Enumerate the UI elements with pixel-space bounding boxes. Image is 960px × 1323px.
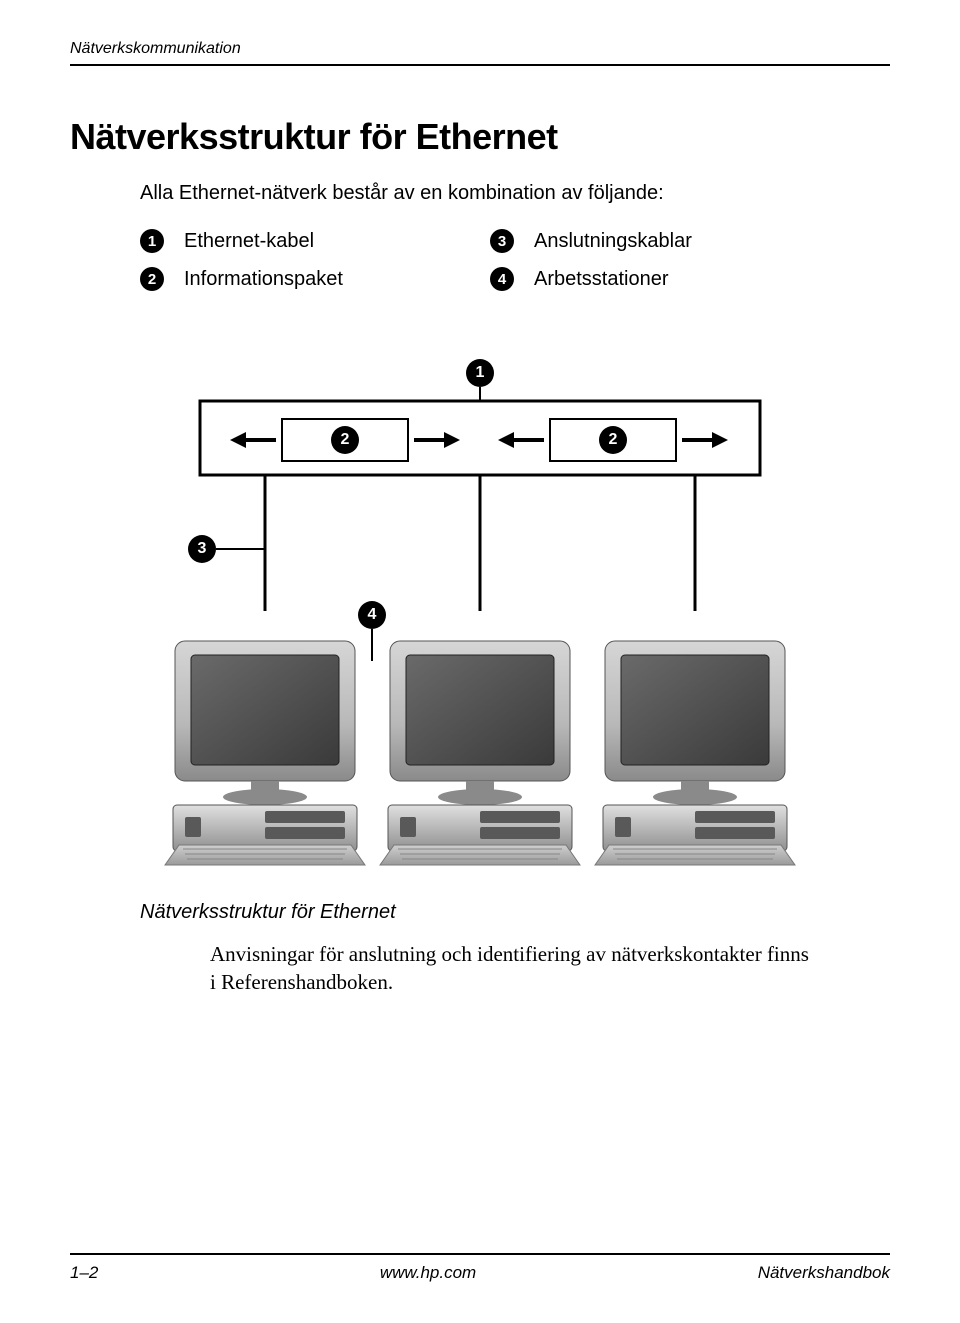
legend-label-2: Informationspaket <box>184 268 343 291</box>
callout-2a: 2 <box>331 426 359 454</box>
legend-item-1: 1 Ethernet-kabel <box>140 229 490 253</box>
footer-page-num: 1–2 <box>70 1263 98 1283</box>
legend-label-3: Anslutningskablar <box>534 230 692 253</box>
legend-label-4: Arbetsstationer <box>534 268 669 291</box>
legend-num-3: 3 <box>490 229 514 253</box>
legend: 1 Ethernet-kabel 3 Anslutningskablar 2 I… <box>140 229 890 291</box>
callout-3: 3 <box>188 535 216 563</box>
diagram-caption: Nätverksstruktur för Ethernet <box>140 901 890 924</box>
intro-text: Alla Ethernet-nätverk består av en kombi… <box>140 182 890 205</box>
page-title: Nätverksstruktur för Ethernet <box>70 116 890 158</box>
legend-item-4: 4 Arbetsstationer <box>490 267 840 291</box>
section-header: Nätverkskommunikation <box>70 40 890 58</box>
reference-note: Anvisningar för anslutning och identifie… <box>210 940 820 997</box>
callout-1: 1 <box>466 359 494 387</box>
footer-url: www.hp.com <box>380 1263 476 1283</box>
legend-label-1: Ethernet-kabel <box>184 230 314 253</box>
legend-num-1: 1 <box>140 229 164 253</box>
callout-2b: 2 <box>599 426 627 454</box>
header-rule <box>70 64 890 66</box>
legend-item-3: 3 Anslutningskablar <box>490 229 840 253</box>
diagram-svg <box>130 341 830 881</box>
legend-num-4: 4 <box>490 267 514 291</box>
legend-num-2: 2 <box>140 267 164 291</box>
page-footer: 1–2 www.hp.com Nätverkshandbok <box>70 1253 890 1283</box>
callout-4: 4 <box>358 601 386 629</box>
footer-doc-title: Nätverkshandbok <box>758 1263 890 1283</box>
legend-item-2: 2 Informationspaket <box>140 267 490 291</box>
footer-rule <box>70 1253 890 1255</box>
ethernet-diagram: 1 2 2 3 4 <box>130 341 830 881</box>
